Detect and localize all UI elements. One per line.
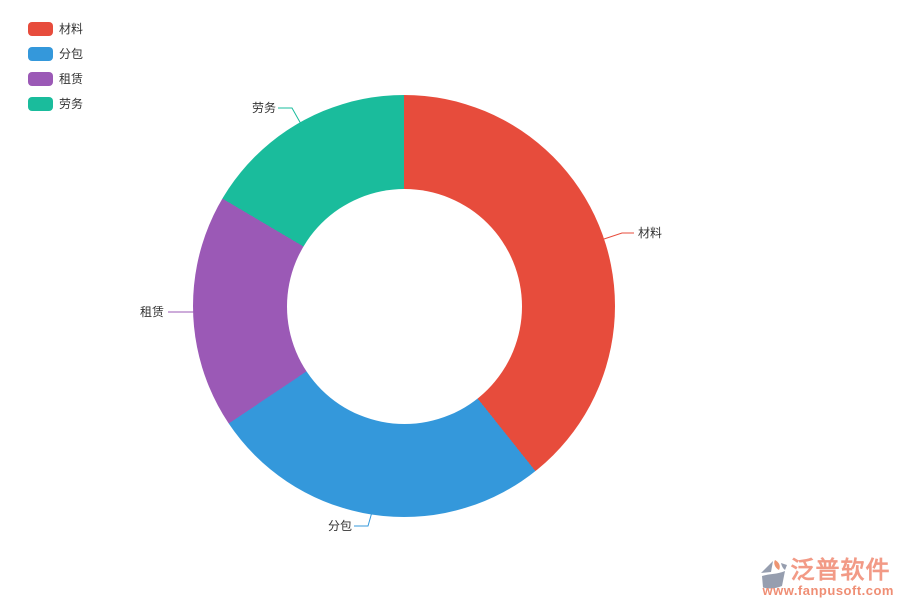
legend-marker-zulin xyxy=(28,72,53,86)
leader-line-laowu xyxy=(278,107,302,125)
legend-item-cailiao[interactable]: 材料 xyxy=(28,22,83,36)
watermark-url: www.fanpusoft.com xyxy=(762,583,894,598)
watermark-text: 泛普软件 www.fanpusoft.com xyxy=(762,557,894,598)
donut-hole xyxy=(286,188,522,424)
legend-marker-laowu xyxy=(28,97,53,111)
watermark: 泛普软件 www.fanpusoft.com xyxy=(759,557,894,598)
fanpu-logo-icon xyxy=(761,560,788,589)
pie-label-fenbao: 分包 xyxy=(327,519,352,533)
leader-line-cailiao xyxy=(603,232,634,240)
legend-item-laowu[interactable]: 劳务 xyxy=(28,97,83,111)
legend-item-fenbao[interactable]: 分包 xyxy=(28,47,83,61)
legend-label-cailiao: 材料 xyxy=(59,22,84,36)
legend-marker-fenbao xyxy=(28,47,53,61)
watermark-brand: 泛普软件 xyxy=(790,557,891,584)
legend-label-zulin: 租赁 xyxy=(59,72,84,86)
legend: 材料 分包 租赁 劳务 xyxy=(28,22,83,122)
legend-marker-cailiao xyxy=(28,22,53,36)
pie-label-zulin: 租赁 xyxy=(139,305,164,319)
legend-label-fenbao: 分包 xyxy=(59,47,84,61)
pie-label-cailiao: 材料 xyxy=(638,226,663,240)
legend-item-zulin[interactable]: 租赁 xyxy=(28,72,83,86)
legend-label-laowu: 劳务 xyxy=(59,97,84,111)
pie-label-laowu: 劳务 xyxy=(251,101,276,115)
donut-pie-chart[interactable] xyxy=(193,95,615,517)
